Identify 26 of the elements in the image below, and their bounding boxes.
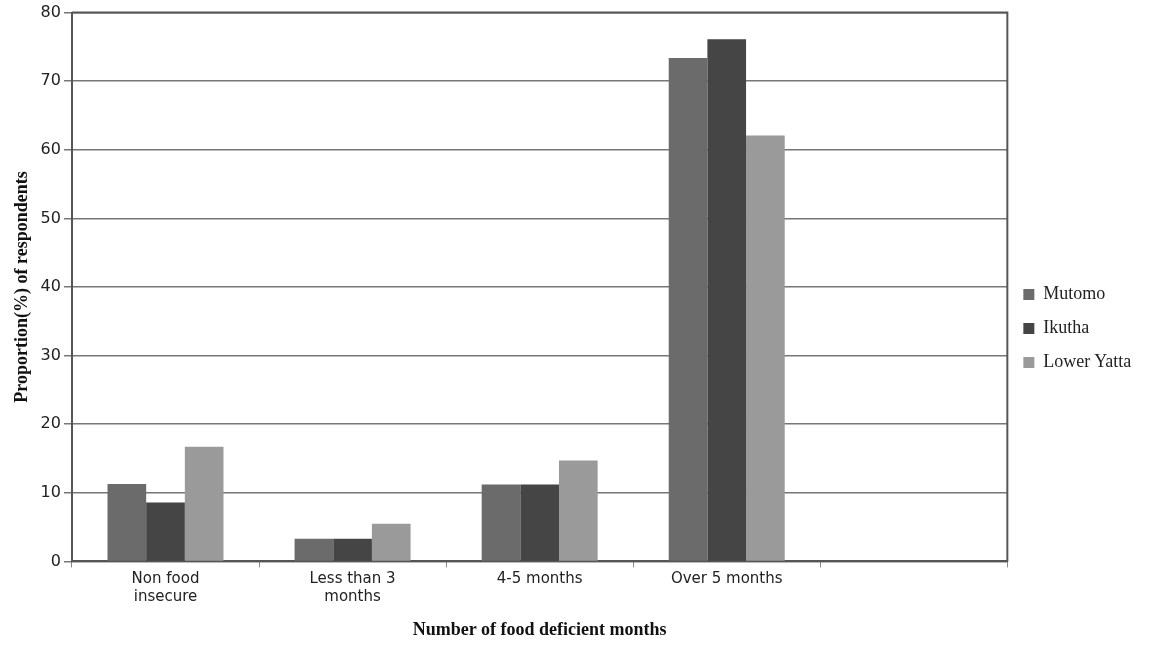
y-tick-label: 30: [40, 344, 61, 364]
y-tick-label: 60: [40, 138, 61, 158]
y-tick-label: 50: [40, 207, 61, 227]
bar: [707, 39, 747, 561]
bar: [520, 484, 559, 561]
y-tick-label: 40: [40, 276, 61, 296]
y-axis-title: Proportion(%) of respondents: [11, 171, 33, 403]
legend-label: Ikutha: [1043, 317, 1090, 338]
y-tick-label: 80: [40, 1, 61, 21]
bar: [371, 523, 411, 561]
legend-label: Mutomo: [1043, 283, 1106, 304]
bar: [184, 446, 224, 561]
bar: [558, 460, 598, 561]
bar: [146, 502, 185, 561]
x-tick-label: Less than 3 months: [309, 569, 396, 606]
legend-label: Lower Yatta: [1043, 351, 1132, 372]
y-tick-label: 70: [40, 70, 61, 90]
y-tick-label: 20: [40, 413, 61, 433]
x-tick-label: 4-5 months: [496, 569, 583, 588]
bar: [746, 135, 785, 561]
y-tick-label: 10: [40, 481, 61, 501]
x-axis-title: Number of food deficient months: [412, 618, 667, 639]
x-tick-label: Over 5 months: [670, 569, 783, 588]
bar: [333, 538, 372, 561]
x-tick-label: Non food insecure: [131, 569, 200, 606]
y-tick-label: 0: [50, 550, 61, 570]
